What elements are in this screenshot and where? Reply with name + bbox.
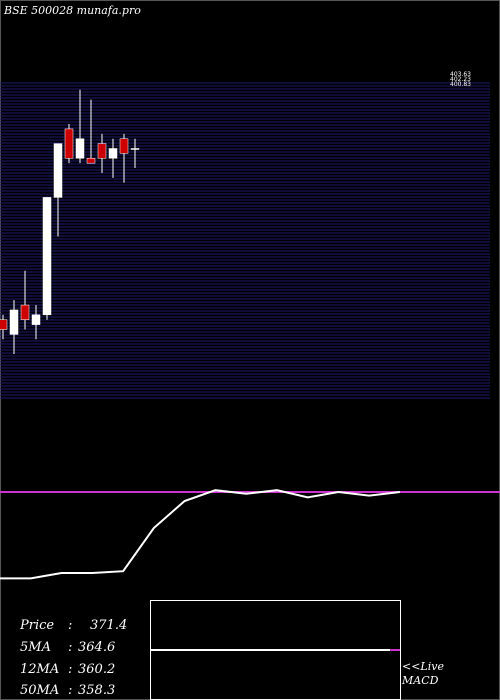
candle-body (53, 143, 63, 198)
live-label: <<Live (402, 660, 444, 673)
price-sep: : (68, 618, 72, 633)
price-value: 371.4 (90, 618, 127, 633)
candle-body (97, 143, 107, 159)
candle-body (20, 304, 30, 320)
candle-body (64, 128, 74, 159)
ma5-value: 364.6 (78, 640, 115, 655)
candle-body (42, 197, 52, 316)
candle-body (31, 314, 41, 325)
y-tick-label: 403.63 (450, 71, 471, 78)
rsi-line (0, 489, 401, 580)
candle-body (86, 158, 96, 164)
price-label: Price (19, 618, 54, 633)
y-tick-label: 400.83 (450, 81, 471, 88)
macd-label: MACD (401, 674, 439, 687)
y-tick-label: 402.23 (450, 76, 471, 83)
ma12-sep: : (68, 662, 72, 677)
candle-body (119, 138, 129, 154)
chart-title: BSE 500028 munafa.pro (3, 4, 141, 17)
rsi-series (0, 489, 500, 580)
candle-body (75, 138, 85, 159)
candlestick-series (0, 89, 140, 354)
candle-body (130, 148, 140, 150)
ma5-sep: : (68, 640, 72, 655)
ma50-value: 358.3 (78, 683, 115, 698)
ma5-label: 5MA (20, 640, 51, 655)
candle-body (0, 319, 8, 330)
candle-body (108, 148, 118, 159)
candle-body (9, 309, 19, 335)
ma50-label: 50MA (20, 683, 59, 698)
ma12-value: 360.2 (78, 662, 115, 677)
ma12-label: 12MA (20, 662, 59, 677)
ma50-sep: : (68, 683, 72, 698)
price-grid (0, 82, 490, 399)
